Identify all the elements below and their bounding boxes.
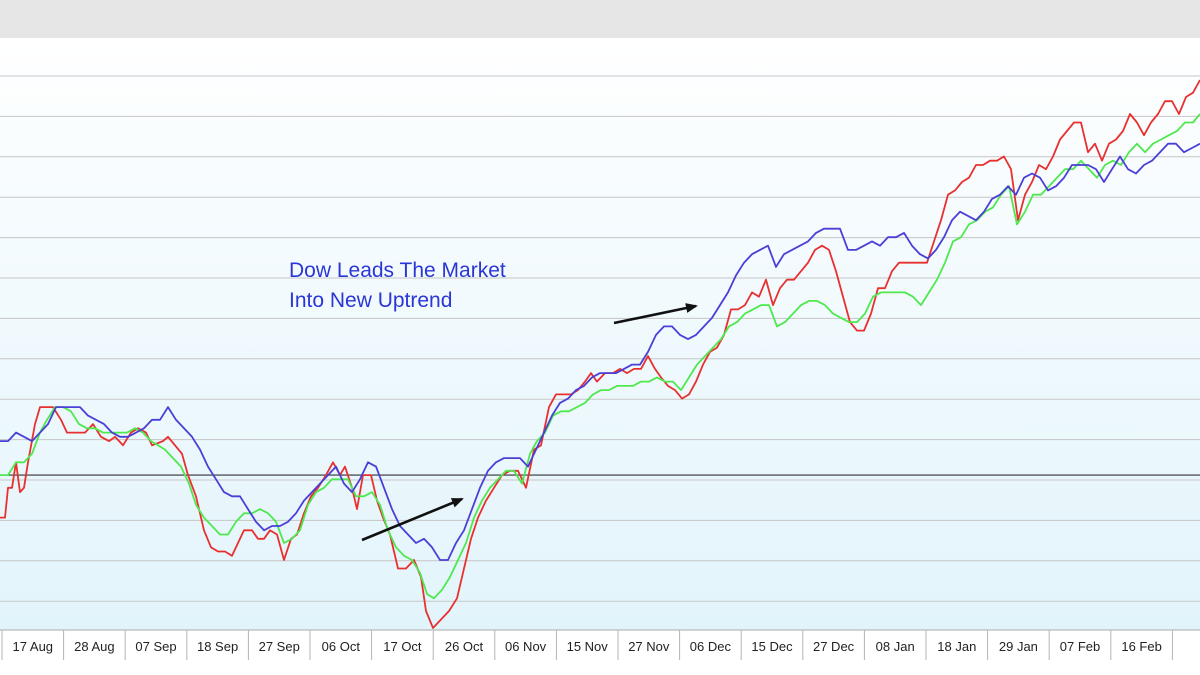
series-line-series_b [0, 113, 1200, 600]
x-tick-label: 07 Sep [135, 639, 176, 654]
x-tick-label: 17 Oct [383, 639, 422, 654]
plot-background [0, 38, 1200, 630]
x-tick-label: 15 Nov [567, 639, 609, 654]
x-tick-label: 06 Oct [322, 639, 361, 654]
x-tick-label: 27 Sep [259, 639, 300, 654]
x-tick-label: 27 Dec [813, 639, 855, 654]
line-chart: 17 Aug 28 Aug 07 Sep 18 Sep 27 Sep 06 Oct 17 O… [0, 38, 1200, 675]
x-tick-label: 07 Feb [1060, 639, 1100, 654]
x-axis-band [0, 630, 1200, 675]
x-tick-label: 15 Dec [751, 639, 793, 654]
series-lines [0, 79, 1200, 629]
x-tick-label: 08 Jan [876, 639, 915, 654]
series-line-series_c [0, 142, 1200, 561]
annotation-line-1: Dow Leads The Market [289, 259, 506, 282]
x-tick-label: 28 Aug [74, 639, 115, 654]
chart-area: 17 Aug 28 Aug 07 Sep 18 Sep 27 Sep 06 Oct 17 O… [0, 38, 1200, 675]
x-tick-label: 26 Oct [445, 639, 484, 654]
arrow-lower [361, 497, 464, 542]
x-tick-label: 18 Sep [197, 639, 238, 654]
gridlines [0, 75, 1200, 602]
series-line-series_a [0, 79, 1200, 629]
x-tick-label: 17 Aug [13, 639, 54, 654]
x-tick-label: 29 Jan [999, 639, 1038, 654]
x-tick-label: 27 Nov [628, 639, 670, 654]
x-axis: 17 Aug 28 Aug 07 Sep 18 Sep 27 Sep 06 Oct 17 O… [0, 629, 1200, 675]
arrow-right [613, 303, 698, 325]
x-tick-label: 16 Feb [1121, 639, 1161, 654]
annotation-line-2: Into New Uptrend [289, 289, 452, 312]
window-top-bar [0, 0, 1200, 38]
x-tick-label: 06 Dec [690, 639, 732, 654]
x-tick-label: 06 Nov [505, 639, 547, 654]
x-tick-label: 18 Jan [937, 639, 976, 654]
